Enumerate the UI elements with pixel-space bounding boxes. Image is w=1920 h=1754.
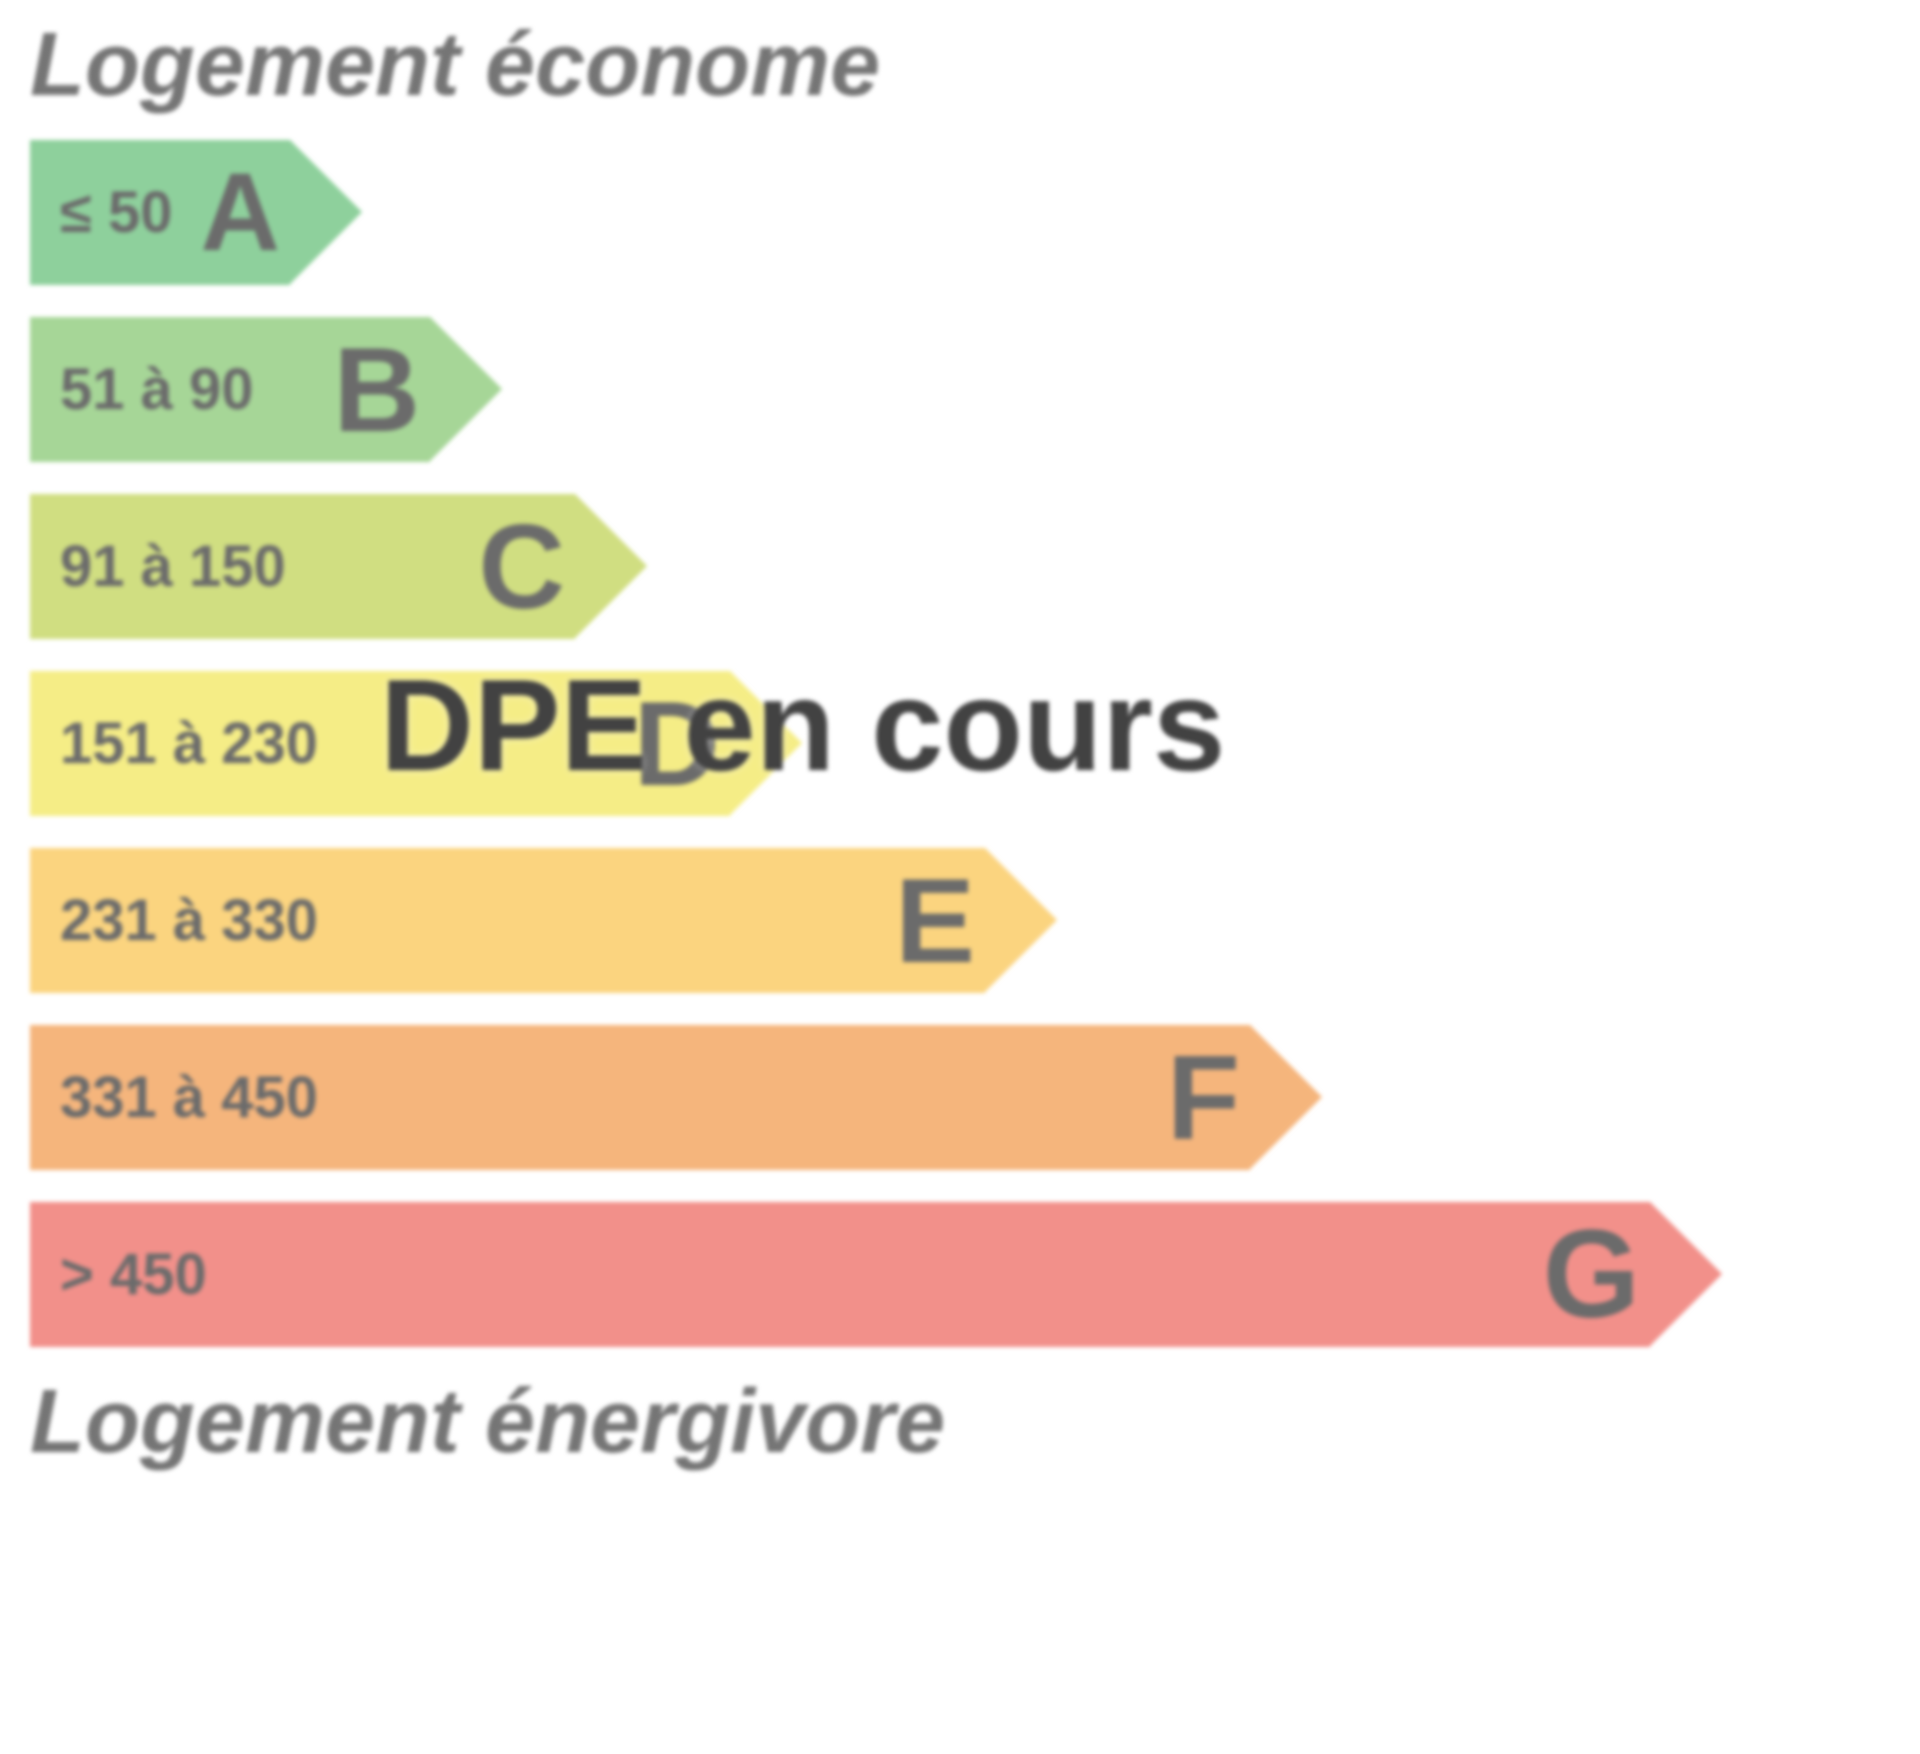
dpe-bar-f: 331 à 450 F — [30, 1025, 1890, 1170]
dpe-range-label: ≤ 50 — [60, 179, 172, 246]
dpe-bar-body: > 450 G — [30, 1202, 1650, 1347]
dpe-bar-body: 331 à 450 F — [30, 1025, 1250, 1170]
dpe-overlay-text: DPE en cours — [380, 650, 1225, 800]
dpe-range-label: 151 à 230 — [60, 710, 318, 777]
chevron-right-icon — [1650, 1202, 1722, 1346]
chevron-right-icon — [1250, 1025, 1322, 1169]
dpe-chart: Logement économe ≤ 50 A 51 à 90 B 91 à 150 C 1… — [0, 0, 1920, 1754]
chevron-right-icon — [985, 848, 1057, 992]
dpe-bar-c: 91 à 150 C — [30, 494, 1890, 639]
dpe-range-label: 51 à 90 — [60, 356, 254, 423]
dpe-bar-body: 231 à 330 E — [30, 848, 985, 993]
dpe-letter-label: A — [201, 158, 280, 268]
dpe-letter-label: F — [1167, 1038, 1240, 1158]
chevron-right-icon — [575, 494, 647, 638]
dpe-bar-b: 51 à 90 B — [30, 317, 1890, 462]
dpe-bar-body: ≤ 50 A — [30, 140, 290, 285]
dpe-letter-label: B — [333, 330, 420, 450]
chevron-right-icon — [430, 317, 502, 461]
dpe-title-bottom: Logement énergivore — [30, 1377, 1890, 1467]
dpe-bar-body: 91 à 150 C — [30, 494, 575, 639]
dpe-bar-body: 51 à 90 B — [30, 317, 430, 462]
dpe-letter-label: E — [895, 861, 975, 981]
dpe-range-label: 231 à 330 — [60, 887, 318, 954]
dpe-range-label: 91 à 150 — [60, 533, 286, 600]
dpe-letter-label: C — [478, 507, 565, 627]
dpe-range-label: > 450 — [60, 1241, 207, 1308]
dpe-range-label: 331 à 450 — [60, 1064, 318, 1131]
dpe-bar-a: ≤ 50 A — [30, 140, 1890, 285]
dpe-bar-e: 231 à 330 E — [30, 848, 1890, 993]
dpe-bar-g: > 450 G — [30, 1202, 1890, 1347]
dpe-letter-label: G — [1543, 1212, 1640, 1337]
dpe-title-top: Logement économe — [30, 20, 1890, 110]
chevron-right-icon — [290, 140, 362, 284]
